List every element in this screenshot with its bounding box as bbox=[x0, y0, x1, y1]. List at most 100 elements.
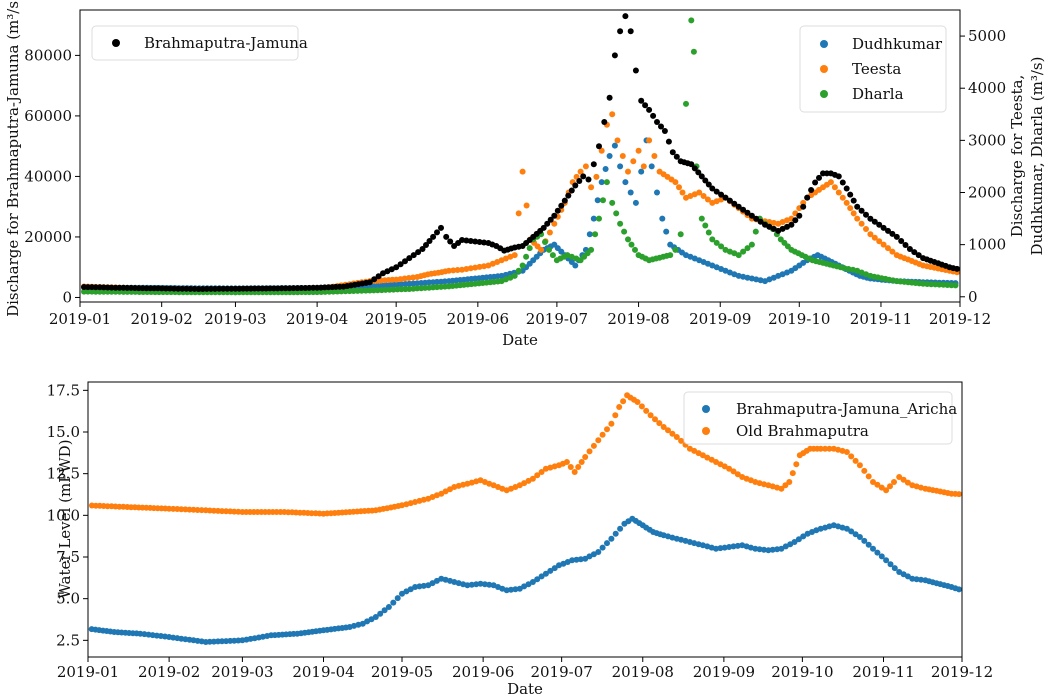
point-brahmaputra-jamuna bbox=[216, 285, 223, 292]
point-brahmaputra-jamuna bbox=[854, 203, 861, 210]
discharge-series-group bbox=[81, 13, 960, 296]
point-old-brahmaputra bbox=[582, 454, 589, 460]
point-brahmaputra-jamuna bbox=[572, 182, 579, 189]
point-dharla bbox=[621, 228, 628, 235]
point-brahmaputra-jamuna bbox=[757, 218, 764, 225]
point-brahmaputra-jamuna bbox=[467, 238, 474, 244]
point-teesta bbox=[476, 263, 483, 270]
y-tick-label: 7.5 bbox=[56, 548, 80, 566]
point-dharla bbox=[744, 245, 751, 252]
point-teesta bbox=[858, 220, 865, 227]
point-brahmaputra-jamuna bbox=[915, 252, 922, 259]
point-old-brahmaputra bbox=[673, 434, 680, 440]
point-brahmaputra-jamuna bbox=[839, 179, 846, 186]
point-teesta bbox=[704, 196, 711, 203]
point-teesta bbox=[831, 184, 838, 191]
y-tick-label-left: 0 bbox=[62, 288, 72, 306]
y-tick-label-left: 20000 bbox=[24, 228, 72, 246]
point-brahmaputra-jamuna bbox=[558, 202, 565, 209]
point-brahmaputra-jamuna bbox=[443, 233, 450, 240]
point-brahmaputra-jamuna-aricha bbox=[468, 581, 475, 588]
point-teesta bbox=[672, 179, 679, 186]
discharge-legend-left: Brahmaputra-Jamuna bbox=[91, 25, 308, 61]
point-dudhkumar bbox=[622, 179, 629, 186]
point-brahmaputra-jamuna-aricha bbox=[377, 610, 384, 617]
point-brahmaputra-jamuna-aricha bbox=[795, 536, 802, 543]
point-teesta bbox=[630, 158, 637, 165]
point-brahmaputra-jamuna bbox=[638, 97, 645, 104]
point-brahmaputra-jamuna bbox=[463, 237, 470, 244]
point-old-brahmaputra bbox=[612, 412, 619, 419]
point-dharla bbox=[600, 197, 606, 204]
point-old-brahmaputra bbox=[852, 457, 859, 464]
x-tick-label: 2019-01 bbox=[57, 663, 119, 681]
point-dharla bbox=[667, 252, 674, 259]
point-brahmaputra-jamuna-aricha bbox=[551, 565, 558, 572]
point-teesta bbox=[609, 111, 616, 118]
point-brahmaputra-jamuna bbox=[220, 285, 227, 292]
point-brahmaputra-jamuna bbox=[402, 258, 408, 265]
point-old-brahmaputra bbox=[563, 459, 570, 465]
legend-marker-dharla bbox=[820, 90, 828, 98]
point-brahmaputra-jamuna bbox=[726, 197, 733, 204]
point-old-brahmaputra bbox=[721, 463, 728, 470]
point-brahmaputra-jamuna-aricha bbox=[534, 576, 541, 583]
point-brahmaputra-jamuna-aricha bbox=[420, 582, 427, 589]
point-teesta bbox=[551, 220, 558, 227]
point-teesta bbox=[640, 163, 647, 170]
point-old-brahmaputra bbox=[904, 479, 911, 486]
point-dharla bbox=[542, 239, 548, 245]
point-brahmaputra-jamuna bbox=[735, 203, 742, 210]
point-teesta bbox=[582, 163, 589, 170]
point-dudhkumar bbox=[638, 168, 645, 175]
point-brahmaputra-jamuna bbox=[207, 285, 214, 292]
point-old-brahmaputra bbox=[678, 437, 685, 444]
point-brahmaputra-jamuna bbox=[718, 191, 725, 198]
series-brahmaputra-jamuna bbox=[81, 13, 960, 292]
point-brahmaputra-jamuna bbox=[646, 106, 653, 113]
y-tick-label-right: 2000 bbox=[968, 184, 1006, 202]
point-brahmaputra-jamuna bbox=[472, 238, 479, 245]
legend-marker-dudhkumar bbox=[820, 40, 828, 48]
point-brahmaputra-jamuna bbox=[565, 192, 572, 199]
point-teesta bbox=[854, 215, 861, 222]
x-tick-label: 2019-11 bbox=[852, 663, 914, 681]
x-tick-label: 2019-11 bbox=[850, 310, 912, 328]
point-brahmaputra-jamuna-aricha bbox=[486, 581, 493, 588]
point-brahmaputra-jamuna bbox=[850, 197, 857, 204]
point-dudhkumar bbox=[590, 215, 597, 222]
x-tick-label: 2019-04 bbox=[292, 663, 354, 681]
point-dharla bbox=[526, 245, 533, 252]
point-dudhkumar bbox=[648, 163, 655, 170]
point-teesta bbox=[871, 234, 878, 241]
point-teesta bbox=[646, 137, 653, 144]
point-brahmaputra-jamuna bbox=[476, 239, 483, 245]
point-teesta bbox=[450, 267, 457, 274]
point-teesta bbox=[625, 168, 631, 175]
point-old-brahmaputra bbox=[647, 412, 654, 419]
point-old-brahmaputra bbox=[848, 453, 855, 460]
point-brahmaputra-jamuna bbox=[863, 211, 869, 218]
x-tick-label: 2019-10 bbox=[771, 663, 833, 681]
point-teesta bbox=[546, 229, 553, 236]
x-tick-label: 2019-08 bbox=[607, 310, 669, 328]
point-brahmaputra-jamuna bbox=[748, 212, 755, 219]
point-old-brahmaputra bbox=[874, 481, 881, 488]
point-brahmaputra-jamuna bbox=[753, 215, 760, 222]
point-old-brahmaputra bbox=[730, 468, 737, 475]
discharge-y-ticks-left: 0 20000 40000 60000 80000 bbox=[24, 46, 80, 306]
point-brahmaputra-jamuna bbox=[902, 242, 909, 248]
point-brahmaputra-jamuna-aricha bbox=[608, 535, 615, 542]
point-old-brahmaputra bbox=[638, 403, 645, 410]
point-brahmaputra-jamuna bbox=[447, 238, 454, 245]
point-brahmaputra-jamuna-aricha bbox=[381, 607, 388, 614]
point-brahmaputra-jamuna-aricha bbox=[761, 546, 767, 553]
discharge-y-axis-left-label: Discharge for Brahmaputra-Jamuna (m³/s) bbox=[4, 0, 22, 317]
point-dharla bbox=[596, 215, 602, 222]
point-brahmaputra-jamuna bbox=[954, 265, 960, 272]
point-brahmaputra-jamuna bbox=[617, 28, 624, 35]
x-tick-label: 2019-04 bbox=[286, 310, 348, 328]
point-old-brahmaputra bbox=[726, 465, 733, 472]
point-old-brahmaputra bbox=[956, 491, 962, 498]
point-dudhkumar bbox=[586, 231, 593, 238]
